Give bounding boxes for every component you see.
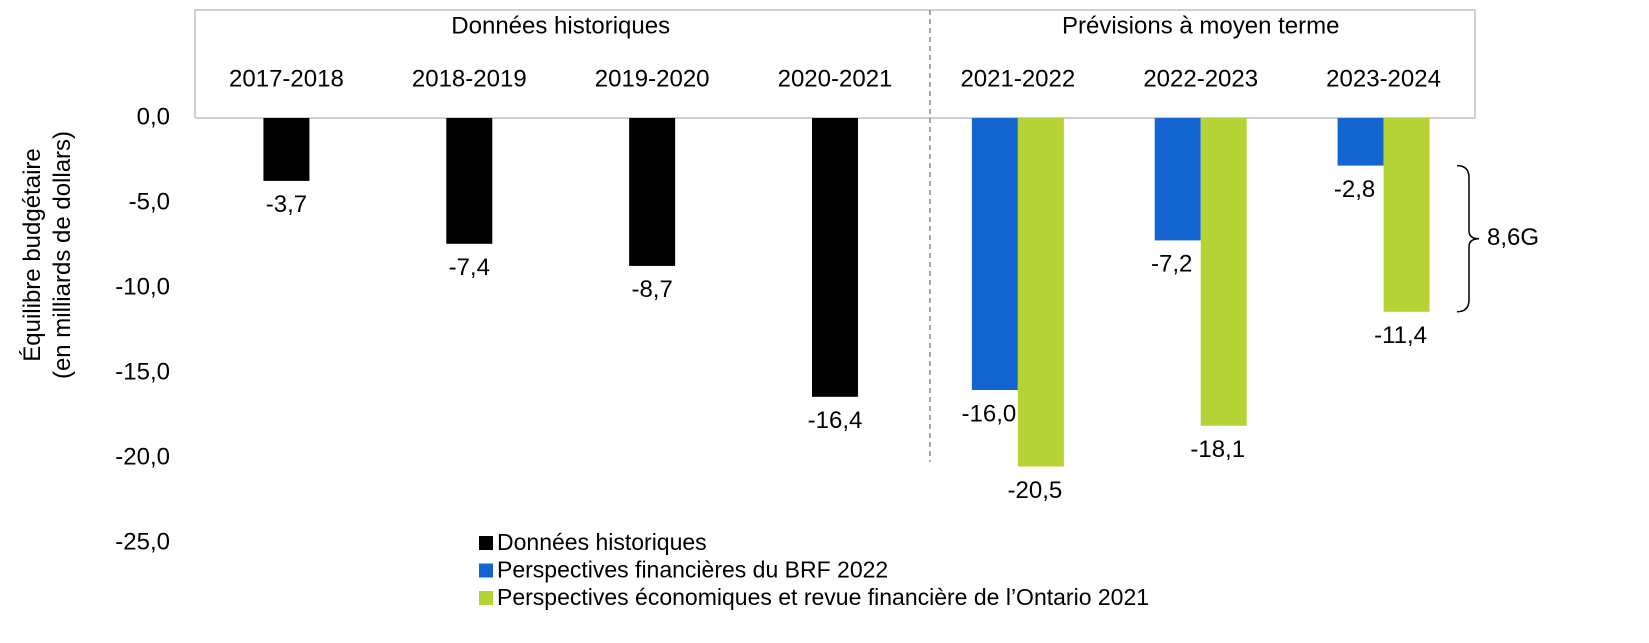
x-tick-label: 2017-2018: [229, 65, 344, 92]
bar: [1337, 118, 1384, 166]
data-label: -16,0: [962, 400, 1017, 427]
bar: [1017, 118, 1064, 467]
bar: [812, 118, 858, 397]
data-label: -2,8: [1334, 176, 1375, 203]
x-tick-label: 2023-2024: [1326, 65, 1441, 92]
data-label: -8,7: [631, 276, 672, 303]
x-tick-label: 2020-2021: [778, 65, 893, 92]
bar: [1383, 118, 1430, 312]
bar: [629, 118, 676, 266]
legend-swatch: [479, 536, 493, 550]
legend-label: Données historiques: [497, 529, 707, 555]
y-tick-label: -15,0: [115, 358, 170, 385]
y-axis-label: Équilibre budgétaire (en milliards de dol…: [19, 131, 76, 379]
y-tick-label: -20,0: [115, 443, 170, 470]
data-label: -18,1: [1190, 436, 1245, 463]
group-label: Données historiques: [451, 12, 670, 39]
bar: [263, 118, 310, 181]
y-tick-label: -25,0: [115, 528, 170, 555]
x-tick-label: 2022-2023: [1143, 65, 1258, 92]
data-label: -16,4: [808, 407, 863, 434]
y-tick-label: -5,0: [129, 188, 170, 215]
bar: [1200, 118, 1247, 426]
legend-label: Perspectives financières du BRF 2022: [497, 557, 888, 583]
bracket: [1456, 164, 1480, 313]
x-tick-label: 2019-2020: [595, 65, 710, 92]
x-tick-label: 2018-2019: [412, 65, 527, 92]
x-tick-label: 2021-2022: [960, 65, 1075, 92]
data-label: -7,2: [1151, 251, 1192, 278]
legend-label: Perspectives économiques et revue financ…: [497, 584, 1149, 610]
bar: [971, 118, 1018, 390]
bar: [1154, 118, 1201, 241]
y-tick-label: -10,0: [115, 273, 170, 300]
data-label: -11,4: [1374, 322, 1427, 349]
data-label: -3,7: [266, 191, 307, 218]
data-label: -7,4: [449, 254, 490, 281]
annotation: 8,6G: [1487, 224, 1539, 251]
data-label: -20,5: [1008, 477, 1063, 504]
group-label: Prévisions à moyen terme: [1062, 12, 1339, 39]
bar: [446, 118, 493, 244]
legend-swatch: [479, 591, 493, 605]
y-tick-label: 0,0: [137, 103, 170, 130]
legend-swatch: [479, 563, 493, 578]
y-axis-label-line: Équilibre budgétaire: [19, 148, 46, 361]
y-axis-label-line: (en milliards de dollars): [49, 131, 76, 379]
